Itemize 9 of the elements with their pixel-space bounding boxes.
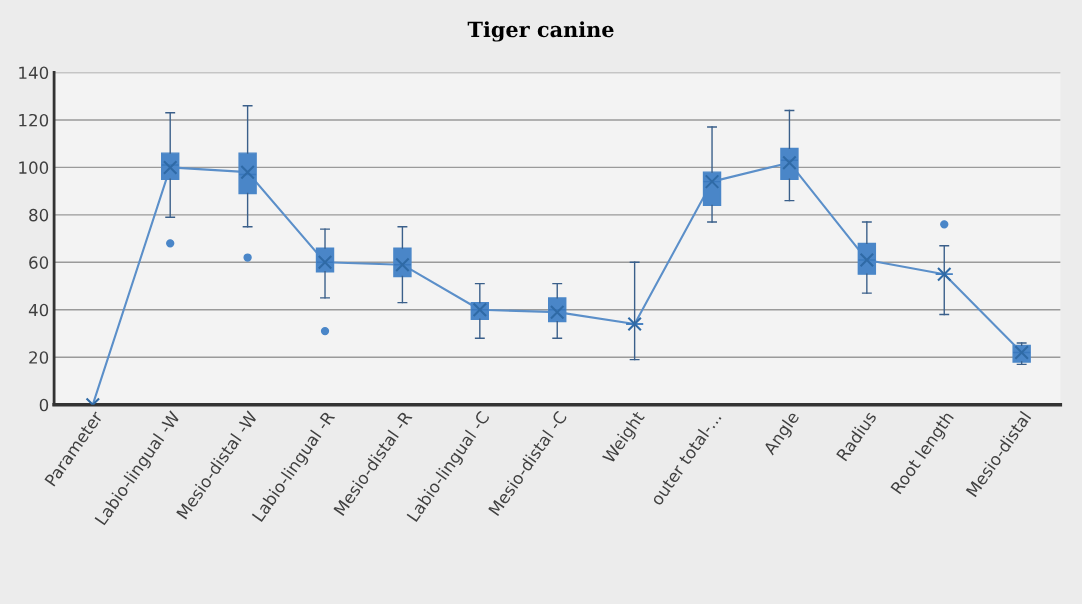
chart-title: Tiger canine bbox=[467, 21, 614, 42]
y-tick-label: 120 bbox=[19, 113, 49, 127]
y-tick-label: 80 bbox=[29, 208, 49, 222]
y-tick-label: 0 bbox=[39, 398, 49, 412]
y-tick-label: 60 bbox=[29, 256, 49, 269]
y-tick-label: 40 bbox=[28, 303, 49, 317]
y-tick-label: 100 bbox=[19, 161, 49, 174]
y-tick-label: 140 bbox=[19, 66, 49, 80]
y-tick-label: 20 bbox=[29, 351, 49, 364]
